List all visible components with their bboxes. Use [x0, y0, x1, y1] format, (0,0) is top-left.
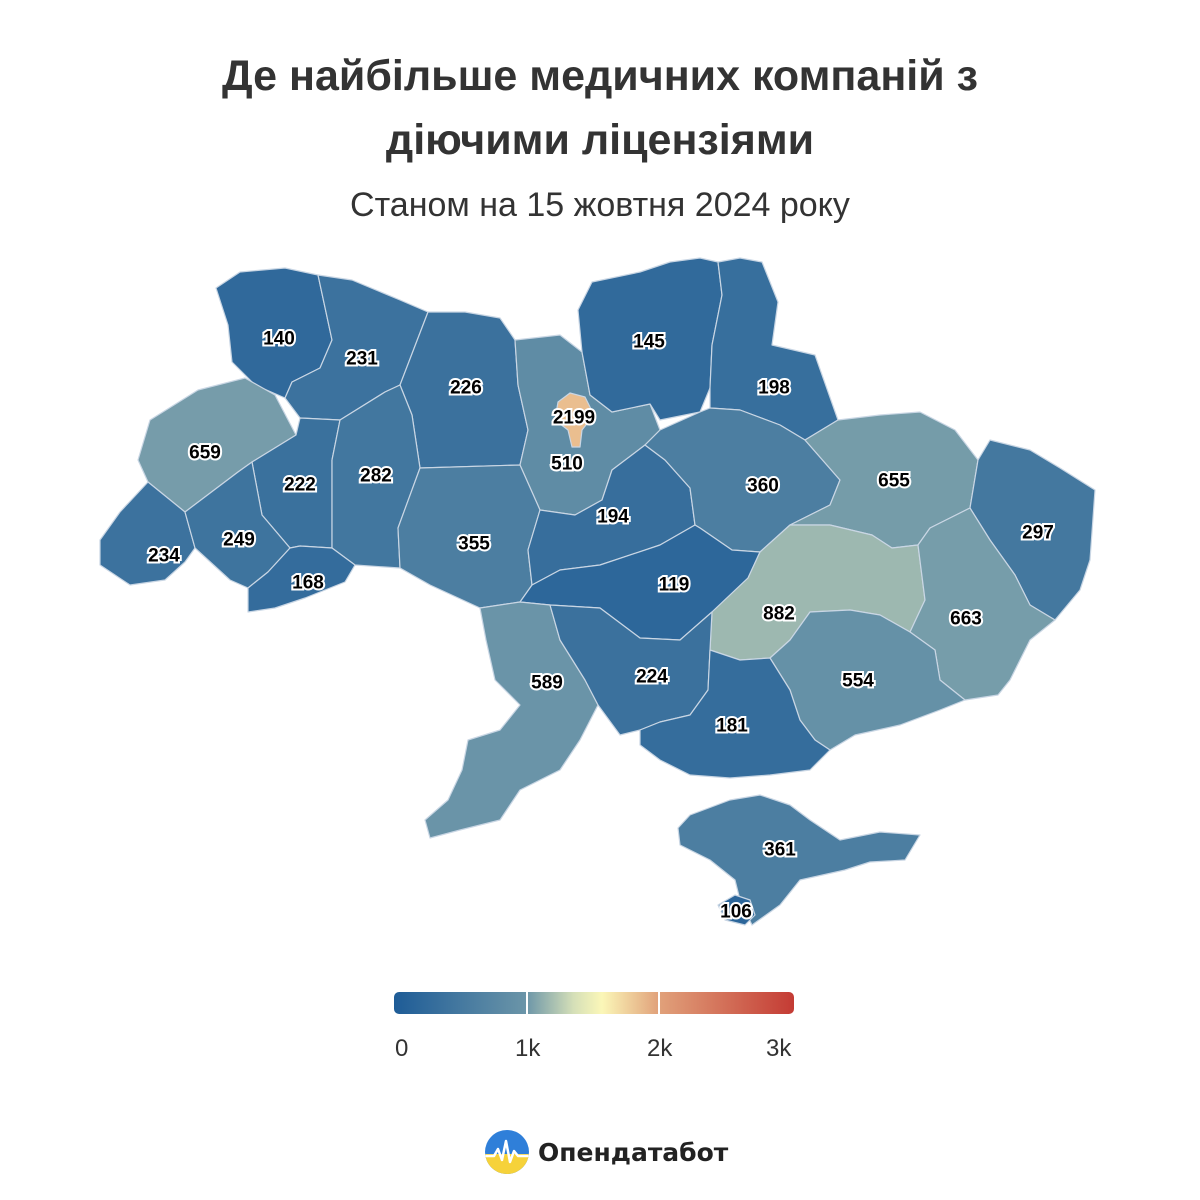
chart-title: Де найбільше медичних компаній з діючими…	[0, 44, 1200, 172]
value-label-vinnytsia: 355	[458, 534, 490, 555]
value-label-crimea: 361	[764, 840, 796, 861]
value-label-sumy: 198	[758, 378, 790, 399]
legend-label-0: 0	[395, 1035, 409, 1062]
value-label-kherson: 181	[716, 716, 748, 737]
value-label-zaporizhzhia: 554	[842, 671, 874, 692]
value-label-chernihiv: 145	[633, 332, 665, 353]
legend-label-3k: 3k	[766, 1035, 792, 1062]
value-label-kyiv-oblast: 510	[551, 454, 583, 475]
value-label-poltava: 360	[747, 476, 779, 497]
value-label-rivne: 231	[346, 349, 378, 370]
color-scale-bar	[394, 992, 794, 1014]
legend-tick-mark	[526, 992, 528, 1014]
title-line-1: Де найбільше медичних компаній з	[221, 52, 978, 100]
chart-subtitle: Станом на 15 жовтня 2024 року	[350, 186, 850, 224]
region-kherson	[639, 649, 831, 779]
region-chernivtsi	[247, 545, 356, 613]
region-zakarpattia	[99, 481, 196, 586]
value-label-cherkasy: 194	[597, 507, 629, 528]
value-label-mykolaiv: 224	[636, 667, 668, 688]
region-kyiv-city	[554, 392, 595, 448]
map-regions	[99, 257, 1096, 926]
map-value-labels: 140 231 226 510 2199 145 198 659 222 282 355 194 360…	[146, 327, 1056, 925]
value-label-kharkiv: 655	[878, 471, 910, 492]
legend-tick-mark	[658, 992, 660, 1014]
value-label-zakarpattia: 234	[148, 546, 180, 567]
region-crimea	[677, 794, 921, 926]
value-label-sevastopol: 106	[720, 902, 752, 923]
value-label-odesa: 589	[531, 673, 563, 694]
legend-label-2k: 2k	[647, 1035, 673, 1062]
value-label-lviv: 659	[189, 443, 221, 464]
value-label-luhansk: 297	[1022, 523, 1054, 544]
value-label-kyiv-city: 2199	[553, 408, 595, 429]
region-sevastopol	[717, 894, 756, 926]
value-label-ivano-frankivsk: 249	[223, 530, 255, 551]
value-label-donetsk: 663	[950, 609, 982, 630]
value-label-ternopil: 222	[284, 475, 316, 496]
title-line-2: діючими ліцензіями	[385, 116, 815, 164]
value-label-zhytomyr: 226	[450, 378, 482, 399]
value-label-chernivtsi: 168	[292, 573, 324, 594]
value-label-khmelnytskyi: 282	[360, 466, 392, 487]
brand-name: Опендатабот	[538, 1137, 729, 1167]
opendatabot-logo-icon	[485, 1130, 529, 1174]
brand: Опендатабот	[484, 1128, 728, 1176]
legend-label-1k: 1k	[515, 1035, 541, 1062]
value-label-volyn: 140	[263, 329, 295, 350]
value-label-dnipropetrovsk: 882	[763, 604, 795, 625]
value-label-kirovohrad: 119	[659, 575, 690, 596]
